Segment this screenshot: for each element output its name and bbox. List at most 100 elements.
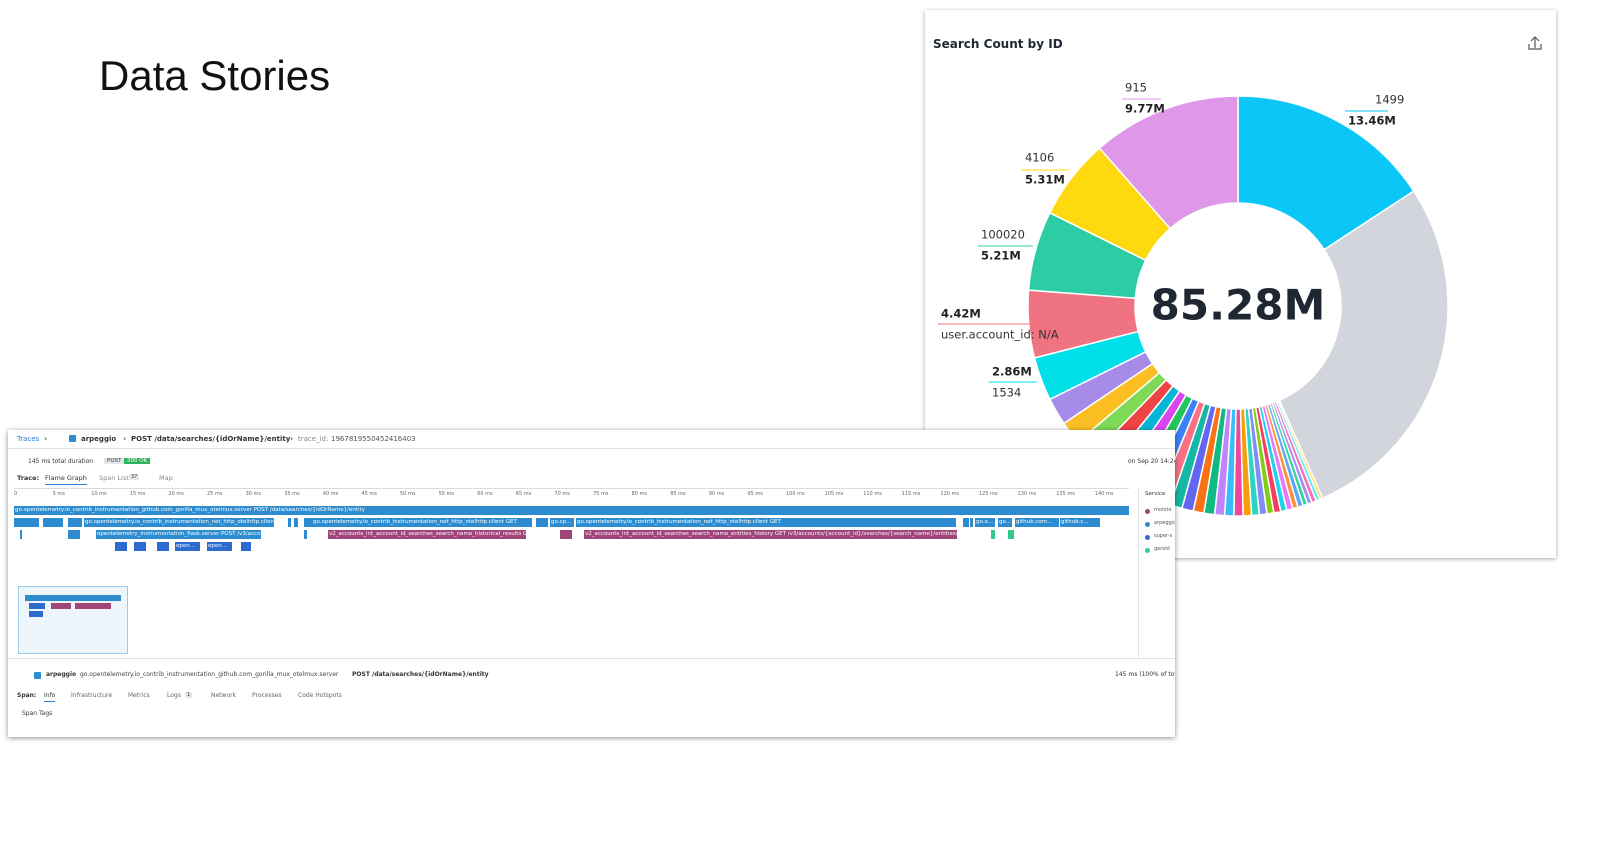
tab[interactable]: Span List [99, 474, 129, 482]
category-label: 100020 [981, 228, 1025, 242]
time-tick: 95 ms [747, 491, 763, 497]
breadcrumb: arpeggio [81, 435, 117, 443]
flame-span[interactable] [20, 530, 22, 539]
legend-swatch [1145, 509, 1150, 514]
flame-span[interactable] [157, 542, 169, 551]
flame-span[interactable]: go.o... [975, 518, 995, 527]
breadcrumb[interactable]: Traces [17, 435, 40, 443]
span-header: go.opentelemetry.io_contrib_instrumentat… [80, 671, 339, 678]
flame-span[interactable]: github.c... [1060, 518, 1100, 527]
minimap-span [25, 595, 121, 601]
minimap [18, 586, 128, 654]
flame-span[interactable]: go.opentelemetry.io_contrib_instrumentat… [576, 518, 956, 527]
chart-title: Search Count by ID [933, 37, 1063, 51]
flame-span[interactable] [560, 530, 572, 539]
value-label: 13.46M [1348, 114, 1396, 128]
chart-card: Search Count by ID 85.28M 1499 13.46M 1534 2… [925, 10, 1556, 558]
span-tab[interactable]: Code Hotspots [298, 692, 342, 699]
span-tab[interactable]: Infrastructure [71, 692, 113, 699]
flame-span[interactable] [304, 518, 312, 527]
flame-span[interactable]: go... [998, 518, 1012, 527]
flame-span[interactable]: github.com... [1015, 518, 1059, 527]
flame-span[interactable] [963, 518, 969, 527]
category-label: 1534 [992, 386, 1021, 400]
value-label: 5.31M [1025, 173, 1065, 187]
chevron-icon: › [290, 434, 294, 443]
time-tick: 0 [14, 491, 18, 497]
flame-span[interactable] [294, 518, 298, 527]
flame-span[interactable] [134, 542, 146, 551]
time-tick: 15 ms [129, 491, 146, 497]
flame-span[interactable]: go.cp... [550, 518, 574, 527]
flame-span[interactable] [14, 518, 39, 527]
legend-title: Service [1145, 491, 1166, 497]
time-tick: 5 ms [52, 491, 65, 497]
trace-panel: Traces arpeggio POST /data/searches/{idOrN… [8, 430, 1175, 737]
flame-span[interactable]: v2_accounts_int_account_id_searches_sear… [328, 530, 526, 539]
span-tab[interactable]: Info [44, 692, 56, 702]
value-label: 2.86M [992, 365, 1032, 379]
chevron-icon: › [123, 434, 127, 443]
flame-span[interactable] [43, 518, 63, 527]
time-tick: 125 ms [979, 491, 998, 497]
time-tick: 10 ms [91, 491, 107, 497]
legend-item: gerold [1154, 546, 1170, 552]
time-tick: 130 ms [1017, 491, 1037, 497]
span-tab[interactable]: 1 [185, 692, 193, 698]
flame-span[interactable]: open... [207, 542, 232, 551]
span-tab[interactable]: Network [211, 692, 237, 699]
time-tick: 115 ms [901, 491, 921, 497]
flame-span[interactable]: go.opentelemetry.io_contrib_instrumentat… [312, 518, 532, 527]
flame-span[interactable] [68, 518, 82, 527]
flame-span[interactable] [536, 518, 548, 527]
flame-span[interactable] [304, 530, 307, 539]
flame-span[interactable] [68, 530, 80, 539]
value-label: 9.77M [1125, 102, 1165, 116]
flame-span[interactable] [288, 518, 291, 527]
time-tick: 85 ms [670, 491, 686, 497]
span-tab: Span: [17, 692, 37, 699]
breadcrumb: trace_id: [298, 435, 329, 443]
donut-segment [1098, 95, 1239, 230]
legend-item: arpeggio [1154, 520, 1175, 526]
minimap-span [29, 603, 45, 609]
time-tick: 20 ms [168, 491, 184, 497]
flame-span[interactable]: v2_accounts_int_account_id_searches_sear… [584, 530, 957, 539]
center-label: 85.28M [1151, 281, 1326, 330]
time-tick: 65 ms [515, 491, 532, 497]
service-icon [34, 672, 41, 679]
breadcrumb: 1967819550452416403 [331, 435, 416, 443]
status-badge: 200 OK [124, 458, 151, 464]
service-icon [69, 435, 76, 442]
category-label: 4106 [1025, 151, 1054, 165]
tab[interactable]: 37 [129, 474, 140, 480]
flame-span[interactable] [241, 542, 251, 551]
time-tick: 100 ms [786, 491, 805, 497]
share-icon[interactable] [1528, 36, 1542, 50]
time-tick: 25 ms [207, 491, 223, 497]
flame-span[interactable] [115, 542, 127, 551]
tab[interactable]: Map [159, 474, 173, 482]
flame-span[interactable] [991, 530, 995, 539]
span-tab[interactable]: Logs [167, 692, 181, 699]
time-tick: 105 ms [824, 491, 844, 497]
donut-segment [1278, 190, 1449, 500]
flame-span[interactable]: go.opentelemetry.io_contrib_instrumentat… [14, 506, 1129, 515]
flame-span[interactable] [970, 518, 973, 527]
span-tab[interactable]: Processes [252, 692, 282, 699]
trace-date: on Sep 20 14:24 [1128, 458, 1175, 465]
tab[interactable]: Flame Graph [45, 474, 87, 485]
span-tab[interactable]: Metrics [128, 692, 150, 699]
time-tick: 110 ms [863, 491, 882, 497]
time-tick: 120 ms [940, 491, 959, 497]
flame-span[interactable]: go.opentelemetry.io_contrib_instrumentat… [84, 518, 274, 527]
flame-span[interactable] [1008, 530, 1014, 539]
value-label: 5.21M [981, 249, 1021, 263]
flame-span[interactable]: open... [175, 542, 200, 551]
slide-title: Data Stories [99, 52, 331, 99]
flame-span[interactable]: opentelemetry_instrumentation_flask.serv… [96, 530, 261, 539]
donut-chart: Search Count by ID 85.28M 1499 13.46M 1534 2… [933, 36, 1542, 517]
time-tick: 75 ms [593, 491, 609, 497]
time-tick: 40 ms [322, 491, 339, 497]
